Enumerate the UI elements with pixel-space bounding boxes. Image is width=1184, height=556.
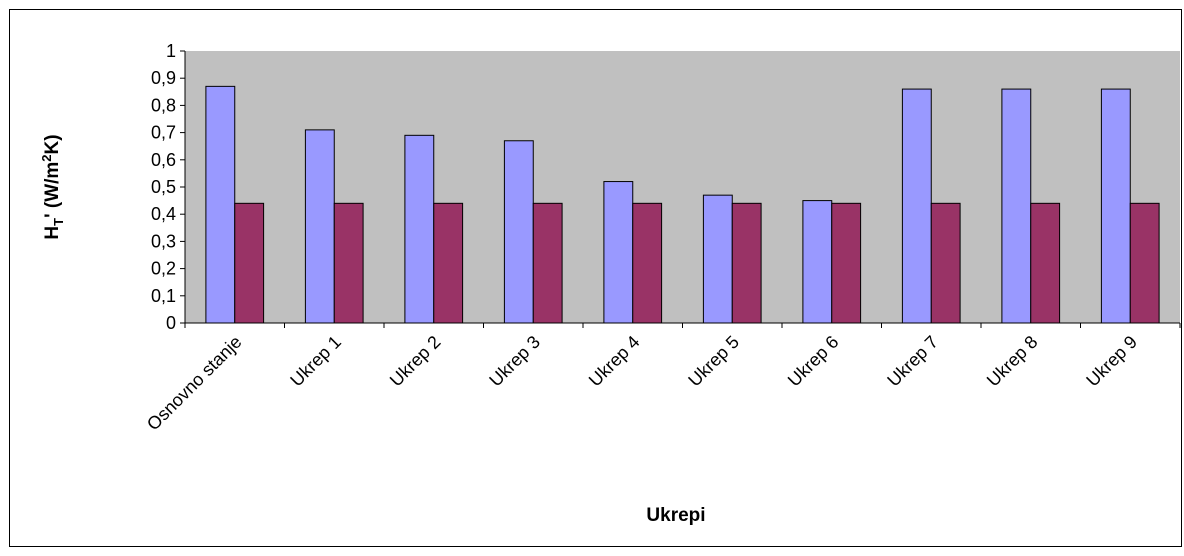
y-tick-label: 0,9 [151,68,176,88]
bar [1030,202,1061,324]
bar [234,202,265,324]
bar [1001,88,1032,324]
y-tick-label: 0,5 [151,177,176,197]
bar [731,202,762,324]
bar [503,140,534,324]
y-axis-title-part: H [42,226,63,240]
y-tick-label: 0,3 [151,231,176,251]
bar [702,194,733,324]
y-tick-label: 0,7 [151,123,176,143]
bar [304,129,335,324]
x-axis-title: Ukrepi [646,505,705,526]
bar [802,200,833,324]
bar [603,181,634,324]
bar [205,85,236,324]
y-axis-title-part: K) [42,134,63,154]
y-tick-label: 0 [166,313,176,333]
bar [632,202,663,324]
y-axis-title-part: T [51,218,66,226]
bar [930,202,961,324]
y-tick-label: 1 [166,41,176,61]
y-axis-title: HT' (W/m2K) [39,134,66,239]
bar [1100,88,1131,324]
y-tick-label: 0,4 [151,204,176,224]
y-axis-title-part: 2 [39,154,54,161]
y-tick-label: 0,1 [151,286,176,306]
bar [333,202,364,324]
bar [1129,202,1160,324]
y-tick-label: 0,2 [151,259,176,279]
bar [901,88,932,324]
y-tick-label: 0,6 [151,150,176,170]
y-axis-title-part: ' (W/m [42,162,63,218]
bar [433,202,464,324]
bar [404,134,435,324]
bar [831,202,862,324]
y-tick-label: 0,8 [151,95,176,115]
bar [532,202,563,324]
